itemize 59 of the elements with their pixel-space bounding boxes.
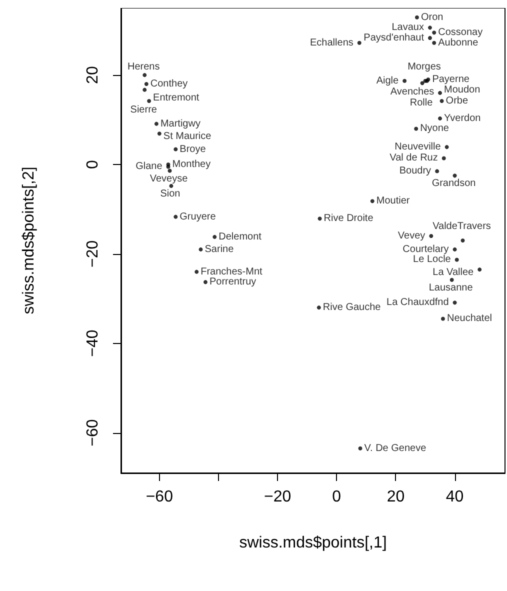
y-tick-label: 20: [84, 66, 102, 84]
data-label: Morges: [408, 61, 441, 72]
data-label: Nyone: [420, 123, 450, 134]
data-label: Oron: [420, 12, 444, 23]
x-axis-title: swiss.mds$points[,1]: [239, 534, 387, 552]
data-label: Sierre: [130, 104, 158, 116]
data-label: Franches-Mnt: [200, 266, 263, 278]
data-label: Veveyse: [150, 173, 188, 184]
data-label: Herens: [128, 62, 160, 73]
data-label: Courtelary: [402, 244, 449, 255]
data-label: Payerne: [432, 74, 470, 86]
data-label: Val de Ruz: [390, 152, 438, 164]
data-label: Aubonne: [438, 37, 479, 48]
data-label: Moudon: [444, 84, 480, 96]
data-label: Grandson: [432, 178, 476, 190]
y-tick-label: −60: [84, 419, 102, 446]
data-label: Cossonay: [438, 27, 483, 38]
data-label: Vevey: [398, 230, 426, 242]
data-label: Avenches: [390, 86, 434, 98]
data-label: Sarine: [204, 244, 234, 255]
data-label: Sion: [160, 188, 180, 200]
data-label: Yverdon: [444, 112, 481, 124]
data-label: Moutier: [376, 196, 410, 207]
x-tick-label: 40: [446, 488, 464, 506]
data-label: Porrentruy: [209, 276, 256, 288]
y-axis-title: swiss.mds$points[,2]: [20, 166, 38, 314]
data-label: Orbe: [446, 96, 468, 106]
data-label: Delemont: [218, 231, 262, 242]
data-label: Paysd'enhaut: [364, 32, 424, 44]
data-label: Monthey: [172, 158, 211, 170]
data-label: La Vallee: [432, 267, 474, 278]
data-label: Lavaux: [392, 22, 424, 34]
data-label: Martigwy: [160, 118, 200, 130]
data-label: Conthey: [150, 78, 188, 90]
data-label: St Maurice: [163, 131, 212, 142]
x-tick-label: −60: [146, 488, 174, 506]
y-tick-label: 0: [84, 160, 102, 169]
data-label: Aigle: [376, 75, 400, 86]
data-label: Neuveville: [394, 142, 442, 153]
data-label: Lausanne: [428, 282, 474, 294]
data-label: Glane: [136, 161, 163, 172]
data-label: La Chauxdfnd: [386, 297, 449, 308]
data-label: Boudry: [399, 166, 432, 177]
data-label: ValdeTravers: [432, 221, 491, 232]
data-label: Rive Gauche: [322, 302, 382, 314]
x-tick-label: 20: [386, 488, 405, 506]
data-label: Gruyere: [180, 211, 216, 222]
data-label: V. De Geneve: [364, 442, 427, 454]
data-label: Neuchatel: [446, 313, 492, 324]
data-label: Rolle: [410, 98, 434, 109]
data-label: Broye: [180, 144, 206, 155]
x-tick-label: 0: [332, 488, 342, 506]
data-label: Le Locle: [413, 254, 452, 266]
data-label: Rive Droite: [324, 213, 374, 224]
y-tick-label: −20: [84, 240, 102, 268]
x-tick-label: −20: [264, 488, 292, 506]
y-tick-label: −40: [84, 330, 102, 357]
data-label: Entremont: [153, 92, 200, 104]
data-label: Echallens: [310, 37, 354, 48]
